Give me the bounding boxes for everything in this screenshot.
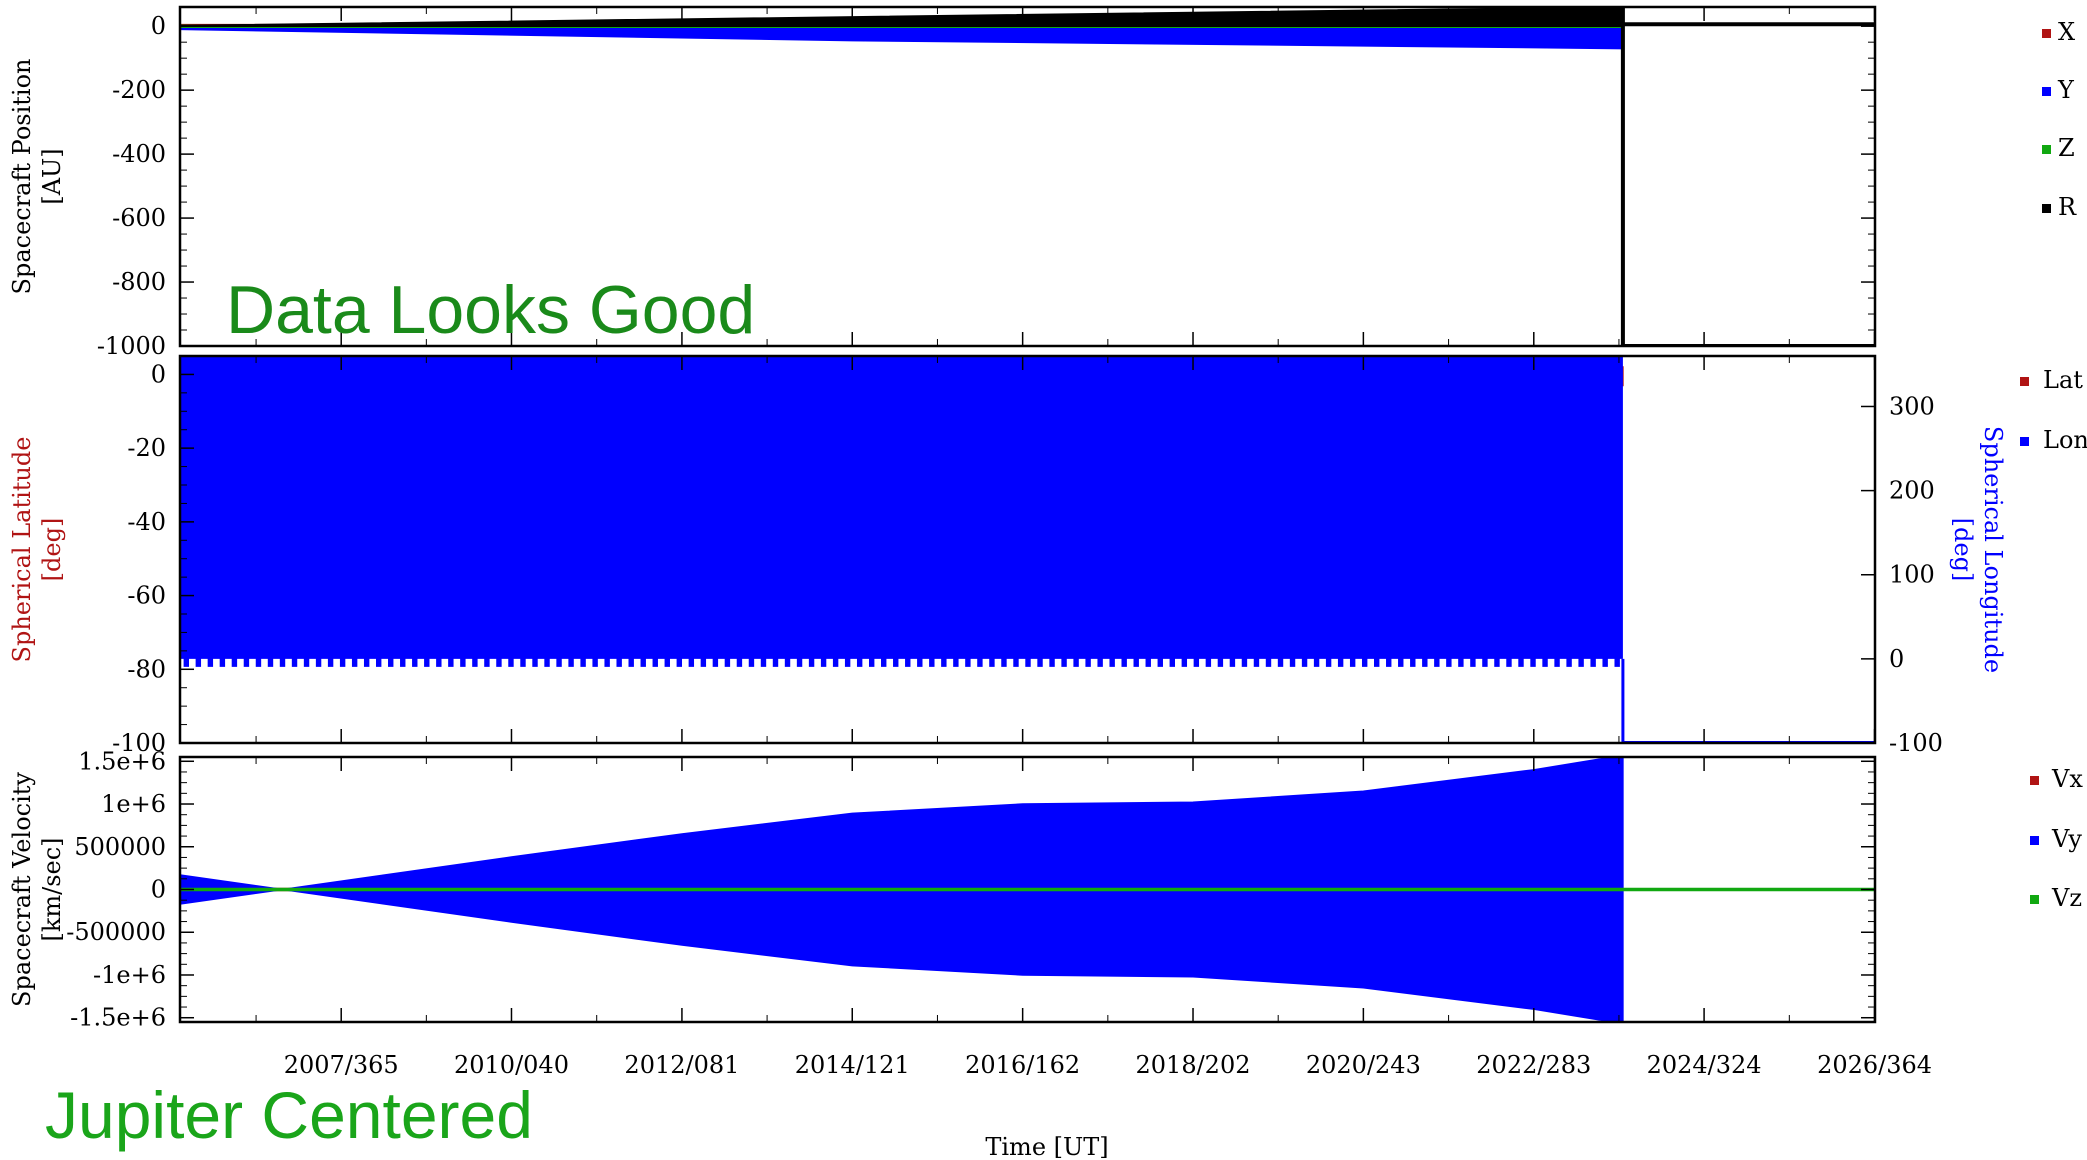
legend-label-lon: Lon [2043,426,2087,454]
series-r [180,7,1624,27]
legend-swatch-vz [2030,895,2039,904]
series-lon [180,356,1875,743]
plot-frame [178,5,1877,348]
legend-swatch-lon [2020,437,2029,446]
x-tick-label: 2010/040 [454,1051,569,1079]
legend-swatch-vy [2030,836,2039,845]
legend-label-y: Y [2057,76,2075,104]
frame-annotation: Jupiter Centered [45,1078,533,1152]
x-axis-title: Time [UT] [985,1133,1108,1160]
x-tick-label: 2016/162 [965,1051,1080,1079]
x-tick-label: 2022/283 [1476,1051,1591,1079]
legend-swatch-z [2042,145,2051,154]
legend-swatch-x [2042,29,2051,38]
y2-tick-label: 300 [1889,392,1935,420]
y-tick-label: 0 [151,876,166,904]
y-tick-label: -200 [112,76,166,104]
status-annotation: Data Looks Good [226,272,755,348]
y2-tick-label: 0 [1889,645,1904,673]
y-tick-label: -600 [112,204,166,232]
time-axis: 2007/365 2010/040 2012/081 2014/121 2016/162… [255,7,1932,1079]
y-axis-title: Spacecraft Velocity [8,772,36,1007]
y-axis-title: Spherical Latitude [8,437,36,663]
x-tick-label: 2007/365 [284,1051,399,1079]
legend-label-vx: Vx [2051,765,2083,793]
legend-label-z: Z [2058,134,2075,162]
x-tick-label: 2026/364 [1817,1051,1932,1079]
y-tick-label: -1000 [97,332,166,360]
legend-label-vz: Vz [2051,884,2082,912]
y-tick-label: -1e+6 [93,961,166,989]
y-tick-label: -500000 [66,918,166,946]
y-axis-title: [deg] [38,518,66,582]
y-tick-label: 1e+6 [101,790,166,818]
y-tick-label: -80 [127,655,166,683]
y2-tick-label: 100 [1889,561,1935,589]
y-tick-label: 0 [151,12,166,40]
x-tick-label: 2018/202 [1136,1051,1251,1079]
x-tick-label: 2012/081 [624,1051,739,1079]
y-axis-title: [AU] [38,148,66,204]
legend-swatch-r [2042,204,2051,213]
y-tick-label: -20 [127,434,166,462]
y2-axis-title: [deg] [1949,518,1977,582]
legend-label-vy: Vy [2051,825,2082,853]
y-tick-label: -800 [112,268,166,296]
series-r-gap-marker [1620,7,1875,346]
y-tick-label: 0 [151,360,166,388]
y-tick-label: -60 [127,582,166,610]
legend-label-x: X [2058,18,2075,46]
plot-frame [178,354,1877,745]
y-axis-title: Spacecraft Position [8,59,36,295]
x-tick-label: 2014/121 [795,1051,910,1079]
y2-tick-label: 200 [1889,477,1935,505]
y-axis-title: [km/sec] [38,837,66,941]
y-tick-label: -1.5e+6 [70,1004,166,1032]
y2-tick-label: -100 [1889,729,1943,757]
legend-label-r: R [2058,193,2077,221]
spherical-panel: 0 -20 -40 -60 -80 -100 300 200 100 0 -100 Spherical… [8,354,2087,757]
x-tick-label: 2024/324 [1647,1051,1762,1079]
y-tick-label: -100 [112,729,166,757]
legend-label-lat: Lat [2043,366,2083,394]
position-panel: 0 -200 -400 -600 -800 -1000 Spacecraft Positio… [8,5,2077,360]
y-tick-label: -400 [112,140,166,168]
x-tick-label: 2020/243 [1306,1051,1421,1079]
legend-swatch-lat [2020,377,2029,386]
y2-axis-title: Spherical Longitude [1979,426,2007,673]
y-tick-label: -40 [127,508,166,536]
y-tick-label: 500000 [74,833,166,861]
velocity-panel: 1.5e+6 1e+6 500000 0 -500000 -1e+6 -1.5e+6 Spac… [8,747,2083,1031]
y-tick-label: 1.5e+6 [78,747,166,775]
legend-swatch-vx [2030,776,2039,785]
legend-swatch-y [2042,87,2051,96]
